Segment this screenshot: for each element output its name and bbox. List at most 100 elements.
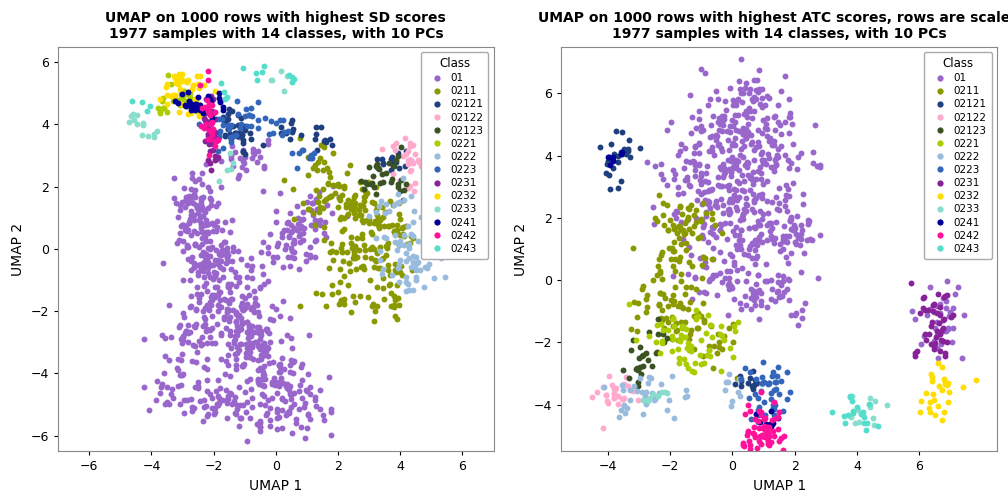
Point [219, 414, 235, 422]
Point [750, 417, 766, 425]
Point [732, 241, 748, 249]
Point [741, 394, 757, 402]
Point [256, 345, 272, 353]
Point [699, 162, 715, 170]
Point [386, 266, 402, 274]
Point [261, 359, 277, 367]
Point [292, 131, 308, 139]
Point [744, 205, 760, 213]
Point [747, 224, 763, 232]
Point [209, 217, 225, 225]
Point [291, 224, 307, 232]
Point [226, 306, 242, 314]
Point [170, 99, 186, 107]
Point [198, 120, 214, 128]
Point [396, 232, 412, 240]
Point [183, 266, 200, 274]
Point [728, 380, 744, 388]
Point [303, 151, 320, 159]
Point [175, 333, 192, 341]
Point [369, 283, 385, 291]
Point [701, 148, 717, 156]
Point [671, 234, 687, 242]
Point [146, 131, 162, 139]
Point [239, 261, 255, 269]
Point [406, 150, 422, 158]
Point [412, 162, 428, 170]
Point [766, 239, 782, 247]
Point [389, 246, 405, 254]
Point [939, 325, 956, 333]
Point [694, 128, 710, 136]
Point [746, 381, 762, 389]
Point [766, 163, 782, 171]
Point [336, 272, 352, 280]
Point [202, 136, 218, 144]
Point [686, 149, 703, 157]
Point [756, 158, 772, 166]
Point [264, 253, 280, 261]
Point [241, 330, 257, 338]
Point [172, 229, 188, 237]
Point [123, 112, 139, 120]
Point [138, 107, 154, 115]
Point [777, 196, 793, 204]
Point [228, 131, 244, 139]
Point [758, 119, 774, 128]
Point [208, 269, 224, 277]
Point [232, 414, 248, 422]
Point [752, 221, 768, 229]
Point [411, 266, 427, 274]
Point [358, 206, 374, 214]
Point [303, 206, 320, 214]
Point [366, 219, 382, 227]
Point [285, 389, 301, 397]
Point [682, 251, 699, 260]
Point [216, 106, 232, 114]
Point [401, 244, 417, 252]
Point [211, 399, 227, 407]
Point [336, 184, 352, 192]
Point [181, 276, 198, 284]
Point [416, 263, 432, 271]
Point [280, 253, 296, 261]
Point [727, 231, 743, 239]
Point [740, 128, 756, 136]
Point [197, 253, 213, 261]
Point [705, 209, 721, 217]
Point [171, 70, 187, 78]
Point [626, 298, 642, 306]
Point [340, 281, 356, 289]
Point [272, 359, 288, 367]
Point [318, 136, 334, 144]
Point [389, 264, 405, 272]
Point [405, 285, 421, 293]
Point [201, 228, 217, 236]
Point [742, 440, 758, 449]
Point [615, 381, 631, 389]
Point [333, 278, 349, 286]
Point [713, 165, 729, 173]
Point [213, 295, 229, 303]
Point [374, 145, 390, 153]
Point [371, 221, 387, 229]
Point [761, 379, 777, 387]
Point [740, 427, 756, 435]
Point [215, 245, 231, 254]
Point [766, 167, 782, 175]
Point [601, 171, 617, 179]
Point [740, 171, 756, 179]
Point [204, 291, 220, 299]
Point [921, 404, 937, 412]
Point [757, 124, 773, 133]
Point [733, 305, 749, 313]
Point [404, 266, 420, 274]
Point [247, 69, 263, 77]
Point [184, 174, 201, 182]
Point [398, 147, 414, 155]
Point [670, 359, 686, 367]
Point [183, 403, 200, 411]
Point [725, 353, 741, 361]
Point [634, 285, 650, 293]
Point [214, 329, 230, 337]
